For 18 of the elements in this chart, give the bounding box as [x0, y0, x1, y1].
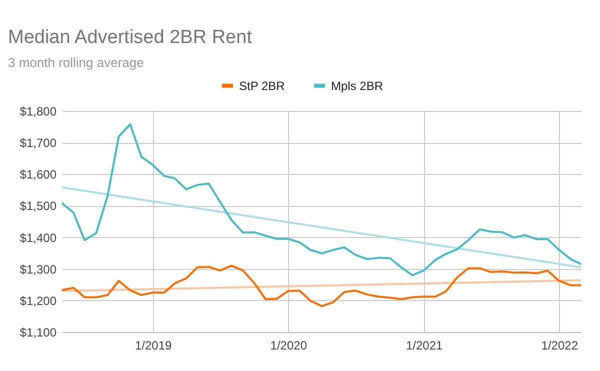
chart-title: Median Advertised 2BR Rent	[8, 27, 253, 48]
legend-label: Mpls 2BR	[331, 78, 384, 93]
y-tick-label: $1,400	[20, 230, 57, 245]
x-tick-label: 1/2022	[541, 338, 578, 352]
chart-subtitle: 3 month rolling average	[8, 55, 144, 70]
x-tick-label: 1/2020	[270, 338, 308, 352]
y-tick-label: $1,700	[20, 136, 57, 150]
x-tick-label: 1/2019	[134, 338, 172, 352]
y-tick-label: $1,600	[20, 168, 57, 182]
y-tick-label: $1,800	[20, 104, 57, 118]
y-tick-label: $1,200	[20, 294, 57, 308]
line-series	[62, 123, 581, 276]
y-tick-label: $1,300	[20, 262, 57, 276]
y-tick-label: $1,500	[20, 199, 57, 214]
x-tick-label: 1/2021	[406, 338, 443, 352]
line-series	[62, 264, 581, 308]
legend-label: StP 2BR	[239, 78, 286, 93]
y-tick-label: $1,100	[20, 326, 57, 340]
